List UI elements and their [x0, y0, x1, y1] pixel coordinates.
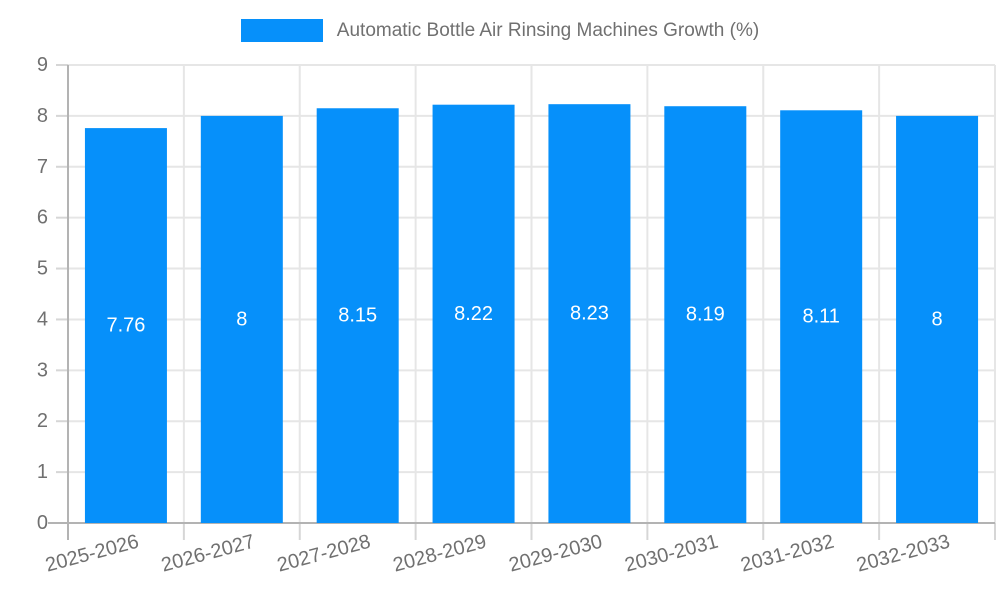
x-axis-label: 2030-2031 [623, 531, 721, 577]
bar [548, 104, 631, 523]
bar-value-label: 8.23 [570, 303, 609, 325]
bar-value-label: 8.11 [802, 306, 839, 328]
legend: Automatic Bottle Air Rinsing Machines Gr… [0, 19, 1000, 42]
y-axis-label: 7 [37, 156, 48, 178]
bar-value-label: 8.22 [454, 303, 493, 325]
x-axis-label: 2027-2028 [275, 531, 373, 577]
bar-value-label: 8.19 [686, 304, 725, 326]
bar [664, 106, 747, 523]
bar-value-label: 8 [236, 308, 247, 330]
bar-value-label: 8 [932, 308, 943, 330]
x-axis-label: 2032-2033 [854, 531, 952, 577]
y-axis-label: 3 [37, 359, 48, 381]
y-axis-label: 5 [37, 258, 48, 280]
y-axis-label: 9 [37, 54, 48, 76]
bar-value-label: 7.76 [106, 315, 145, 337]
bar [896, 115, 979, 523]
x-axis-label: 2028-2029 [391, 531, 489, 577]
y-axis-label: 0 [37, 512, 48, 534]
y-axis-label: 4 [37, 308, 48, 330]
bar [432, 104, 515, 524]
chart-title: Automatic Bottle Air Rinsing Machines Gr… [336, 20, 760, 41]
legend-swatch [240, 19, 323, 42]
y-axis-label: 1 [37, 461, 48, 483]
bar [316, 108, 399, 523]
bar [84, 128, 167, 523]
x-axis-label: 2025-2026 [43, 531, 141, 577]
x-axis-label: 2031-2032 [738, 531, 836, 577]
x-axis-label: 2026-2027 [159, 531, 257, 577]
y-axis-label: 8 [37, 105, 48, 127]
bar [780, 110, 863, 524]
y-axis-label: 2 [37, 410, 48, 432]
x-axis-label: 2029-2030 [507, 531, 605, 577]
y-axis-label: 6 [37, 207, 48, 229]
bar-value-label: 8.15 [338, 305, 377, 327]
bar [200, 115, 283, 523]
